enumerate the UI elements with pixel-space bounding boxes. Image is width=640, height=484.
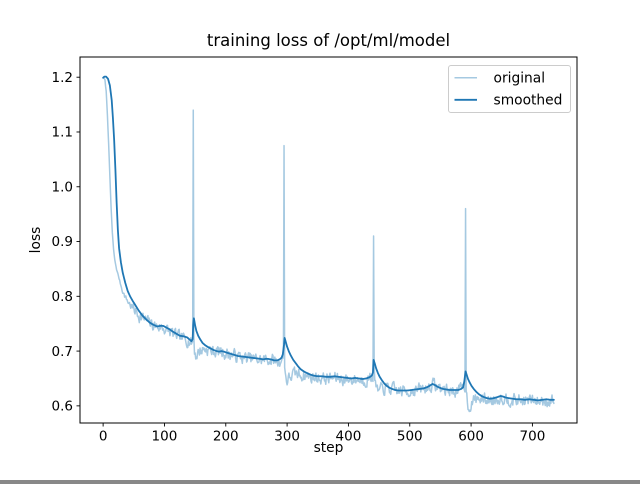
x-tick-label: 700 <box>520 429 546 445</box>
x-tick-label: 500 <box>397 429 423 445</box>
y-tick-label: 1.1 <box>52 125 73 141</box>
axes-spines <box>79 56 578 424</box>
x-tick-label: 100 <box>152 429 178 445</box>
legend-box <box>448 65 571 113</box>
x-tick-label: 0 <box>99 429 108 445</box>
x-tick-label: 400 <box>336 429 362 445</box>
x-tick-label: 300 <box>274 429 300 445</box>
y-tick-label: 1.0 <box>52 179 73 195</box>
tick-marks <box>76 76 533 427</box>
x-tick-label: 600 <box>458 429 484 445</box>
x-tick-label: 200 <box>213 429 239 445</box>
y-tick-label: 0.7 <box>52 344 73 360</box>
x-axis-label: step <box>314 440 344 456</box>
y-tick-label: 1.2 <box>52 70 73 86</box>
legend: original smoothed <box>448 65 571 113</box>
plot-area <box>102 75 555 413</box>
series-original <box>102 76 555 413</box>
series-smoothed <box>102 75 555 402</box>
chart-title: training loss of /opt/ml/model <box>207 31 450 50</box>
y-tick-label: 0.8 <box>52 289 73 305</box>
legend-label-smoothed: smoothed <box>494 93 563 109</box>
y-tick-label: 0.6 <box>52 399 73 415</box>
y-tick-label: 0.9 <box>52 234 73 250</box>
y-axis-label: loss <box>28 227 44 254</box>
legend-label-original: original <box>494 71 546 87</box>
